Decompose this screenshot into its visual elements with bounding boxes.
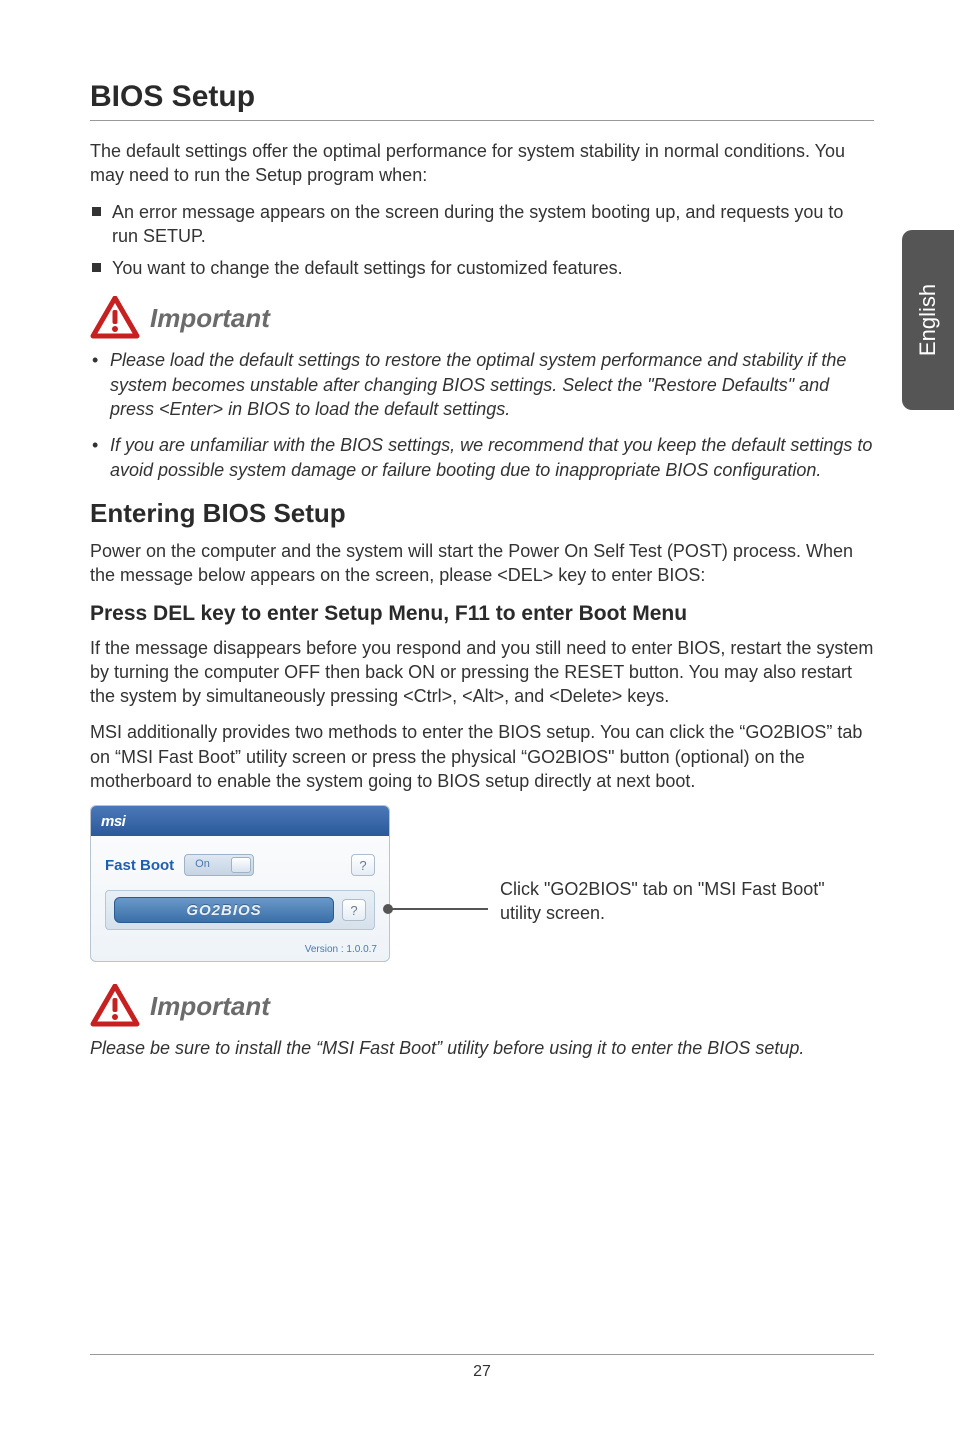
- important-label: Important: [150, 991, 270, 1022]
- important-list: Please load the default settings to rest…: [90, 348, 874, 481]
- fast-boot-toggle[interactable]: On: [184, 854, 254, 876]
- after-press-2: MSI additionally provides two methods to…: [90, 720, 874, 793]
- list-item: If you are unfamiliar with the BIOS sett…: [90, 433, 874, 482]
- fast-boot-row: Fast Boot On ?: [105, 854, 375, 876]
- utility-row: msi Fast Boot On ? GO2BIOS ? Version : 1…: [90, 805, 874, 962]
- warning-icon: [90, 984, 140, 1028]
- go2bios-row: GO2BIOS ?: [105, 890, 375, 930]
- callout-text: Click "GO2BIOS" tab on "MSI Fast Boot" u…: [500, 877, 830, 926]
- important-2-note: Please be sure to install the “MSI Fast …: [90, 1036, 874, 1060]
- list-item: You want to change the default settings …: [90, 256, 874, 280]
- page-title: BIOS Setup: [90, 80, 874, 121]
- msi-fast-boot-panel: msi Fast Boot On ? GO2BIOS ? Version : 1…: [90, 805, 390, 962]
- warning-icon: [90, 296, 140, 340]
- after-press-1: If the message disappears before you res…: [90, 636, 874, 709]
- entering-title: Entering BIOS Setup: [90, 498, 874, 529]
- go2bios-button[interactable]: GO2BIOS: [114, 897, 334, 923]
- important-heading: Important: [90, 296, 874, 340]
- page-footer: 27: [90, 1354, 874, 1381]
- list-item: Please load the default settings to rest…: [90, 348, 874, 421]
- press-del-heading: Press DEL key to enter Setup Menu, F11 t…: [90, 602, 874, 626]
- toggle-knob: [231, 857, 251, 873]
- language-tab: English: [902, 230, 954, 410]
- panel-header: msi: [91, 806, 389, 836]
- list-item: An error message appears on the screen d…: [90, 200, 874, 249]
- intro-paragraph: The default settings offer the optimal p…: [90, 139, 874, 188]
- toggle-on-text: On: [195, 858, 210, 870]
- conditions-list: An error message appears on the screen d…: [90, 200, 874, 281]
- language-label: English: [915, 284, 941, 356]
- msi-logo: msi: [101, 813, 125, 830]
- callout-line: [388, 908, 488, 910]
- page-number: 27: [473, 1363, 491, 1380]
- important-heading-2: Important: [90, 984, 874, 1028]
- important-label: Important: [150, 303, 270, 334]
- help-button[interactable]: ?: [342, 899, 366, 921]
- fast-boot-label: Fast Boot: [105, 857, 174, 874]
- help-button[interactable]: ?: [351, 854, 375, 876]
- version-text: Version : 1.0.0.7: [91, 938, 389, 955]
- entering-body: Power on the computer and the system wil…: [90, 539, 874, 588]
